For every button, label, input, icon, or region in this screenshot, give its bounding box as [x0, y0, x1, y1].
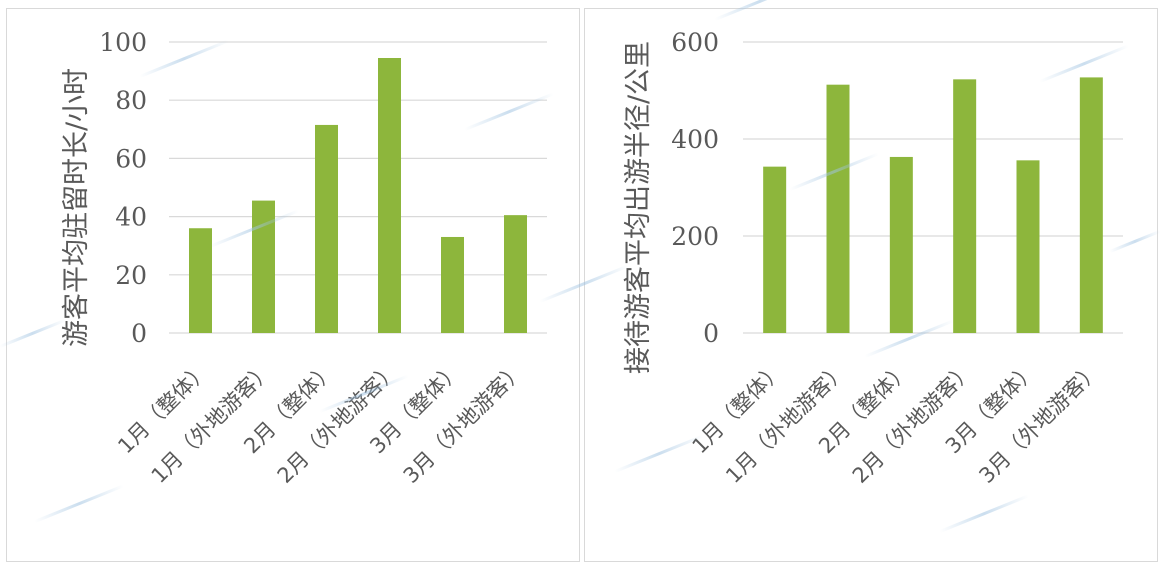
y-tick-label: 40 [115, 203, 147, 232]
bar [504, 215, 527, 333]
travel-radius-bar-chart: 02004006001月（整体）1月（外地游客）2月（整体）2月（外地游客）3月… [623, 28, 1123, 488]
y-tick-label: 400 [671, 125, 719, 154]
x-tick-label: 3月（外地游客） [399, 358, 529, 488]
bar [763, 166, 787, 333]
bar [826, 84, 850, 334]
bar [252, 200, 275, 333]
y-axis-title: 接待游客平均出游半径/公里 [623, 41, 654, 374]
bar [189, 228, 212, 333]
y-axis-title: 游客平均驻留时长/小时 [61, 68, 92, 347]
bar [378, 58, 401, 333]
y-tick-label: 60 [115, 144, 147, 173]
y-tick-label: 600 [671, 28, 719, 57]
bar [1016, 160, 1040, 333]
y-tick-label: 0 [703, 319, 719, 348]
dwell-time-bar-chart: 0204060801001月（整体）1月（外地游客）2月（整体）2月（外地游客）… [61, 28, 547, 488]
bar [1079, 77, 1103, 333]
y-tick-label: 80 [115, 86, 147, 115]
y-tick-label: 200 [671, 222, 719, 251]
chart-panel-dwell-time: 0 20 40 60 80 100 1月（整体） 1月（外地游客） 2月（整体） 2月（外地游客）… [6, 8, 580, 562]
bar [889, 156, 913, 333]
y-tick-label: 20 [115, 261, 147, 290]
y-tick-label: 100 [99, 28, 147, 57]
bar [441, 236, 464, 333]
y-tick-label: 0 [131, 319, 147, 348]
x-tick-label: 3月（外地游客） [974, 358, 1104, 488]
bar [315, 124, 338, 333]
bar [953, 79, 977, 333]
chart-panel-travel-radius: 0 200 400 600 1月（整体） 1月（外地游客） 2月（整体） 2月（外地游客） 3月… [584, 8, 1158, 562]
